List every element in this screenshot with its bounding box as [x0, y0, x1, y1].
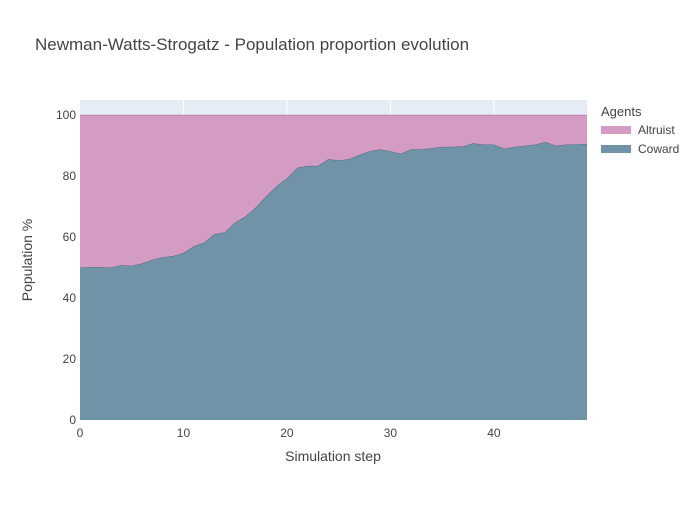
area-altruist — [80, 115, 587, 268]
y-tick-label: 20 — [63, 352, 77, 366]
x-tick-label: 40 — [487, 426, 501, 440]
x-axis: 0 10 20 30 40 — [77, 426, 501, 440]
legend-title: Agents — [601, 104, 642, 119]
y-tick-label: 0 — [69, 413, 76, 427]
legend: Agents Altruist Coward — [601, 104, 679, 156]
x-tick-label: 20 — [280, 426, 294, 440]
area-coward — [80, 142, 587, 421]
y-tick-label: 80 — [63, 169, 77, 183]
legend-swatch-altruist — [601, 126, 631, 134]
chart-title: Newman-Watts-Strogatz - Population propo… — [35, 35, 469, 54]
legend-label-coward: Coward — [638, 142, 679, 156]
area-series — [79, 114, 588, 421]
x-tick-label: 10 — [177, 426, 191, 440]
y-tick-label: 40 — [63, 291, 77, 305]
legend-label-altruist: Altruist — [638, 123, 675, 137]
y-axis-label: Population % — [19, 219, 35, 302]
x-tick-label: 30 — [384, 426, 398, 440]
x-tick-label: 0 — [77, 426, 84, 440]
y-tick-label: 100 — [56, 108, 76, 122]
legend-swatch-coward — [601, 145, 631, 153]
x-axis-label: Simulation step — [285, 448, 381, 464]
y-axis: 0 20 40 60 80 100 — [56, 108, 76, 427]
y-tick-label: 60 — [63, 230, 77, 244]
